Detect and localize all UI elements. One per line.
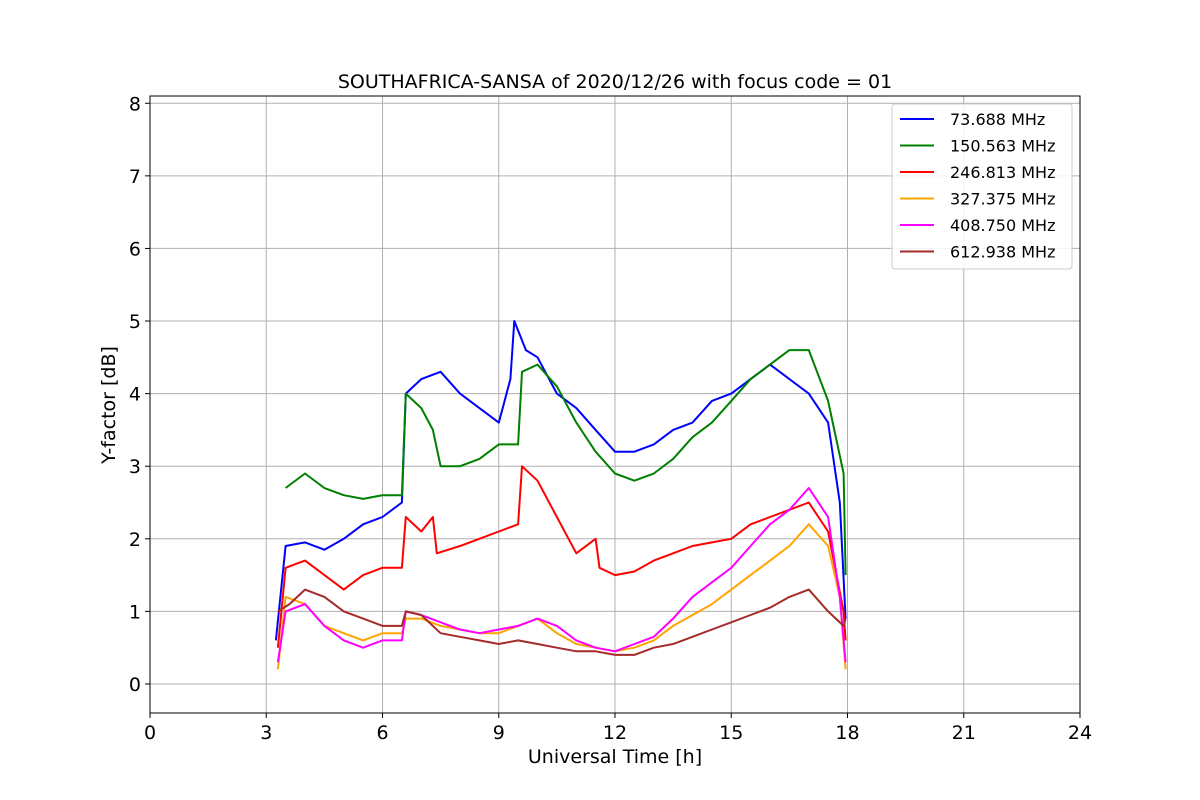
x-tick-label: 24 (1068, 722, 1092, 744)
y-tick-label: 5 (129, 311, 141, 333)
chart-title: SOUTHAFRICA-SANSA of 2020/12/26 with foc… (338, 71, 892, 93)
y-tick-label: 6 (129, 238, 141, 260)
series-line-4 (276, 487, 847, 663)
x-tick-label: 15 (719, 722, 743, 744)
legend-label: 408.750 MHz (950, 216, 1055, 235)
legend-label: 327.375 MHz (950, 190, 1055, 209)
legend-label: 612.938 MHz (950, 243, 1055, 262)
y-tick-label: 0 (129, 674, 141, 696)
legend-label: 150.563 MHz (950, 137, 1055, 156)
y-tick-label: 3 (129, 456, 141, 478)
x-tick-label: 18 (835, 722, 859, 744)
x-tick-label: 0 (144, 722, 156, 744)
y-axis-label: Y-factor [dB] (98, 346, 120, 465)
series-line-5 (277, 588, 847, 656)
legend-box (891, 103, 1073, 270)
y-tick-label: 8 (129, 93, 141, 115)
y-tick-label: 7 (129, 166, 141, 188)
x-tick-label: 6 (376, 722, 388, 744)
series-line-2 (276, 465, 847, 648)
x-axis-label: Universal Time [h] (528, 746, 702, 768)
y-tick-label: 4 (129, 384, 141, 406)
y-tick-label: 2 (129, 529, 141, 551)
x-tick-label: 9 (493, 722, 505, 744)
legend-label: 246.813 MHz (950, 163, 1055, 182)
x-tick-label: 21 (952, 722, 976, 744)
series-line-1 (285, 349, 847, 576)
legend: 73.688 MHz 150.563 MHz 246.813 MHz 327.375 … (891, 103, 1073, 270)
x-tick-label: 12 (603, 722, 627, 744)
x-tick-label: 3 (260, 722, 272, 744)
series-line-3 (276, 523, 847, 670)
series-layer (274, 320, 847, 670)
legend-label: 73.688 MHz (950, 110, 1045, 129)
y-tick-label: 1 (129, 601, 141, 623)
